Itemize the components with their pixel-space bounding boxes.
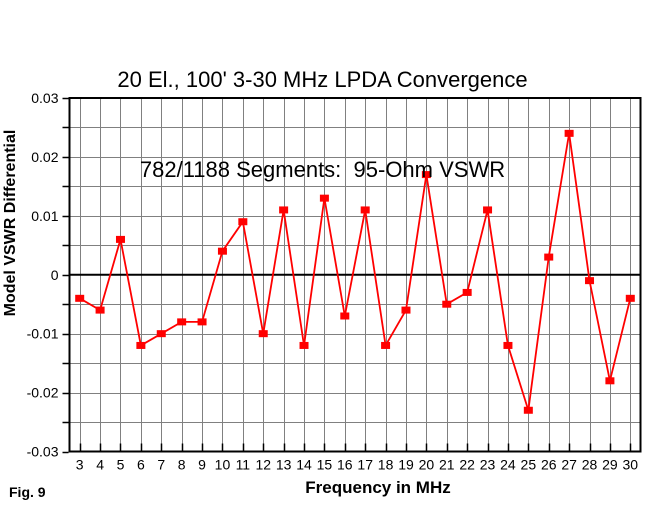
chart-title-line1: 20 El., 100' 3-30 MHz LPDA Convergence xyxy=(117,67,528,92)
x-tick-label: 10 xyxy=(215,457,231,473)
data-point-marker xyxy=(503,341,513,349)
x-tick-label: 22 xyxy=(459,457,475,473)
data-point-marker xyxy=(115,235,125,243)
data-point-marker xyxy=(156,330,166,338)
data-point-marker xyxy=(258,330,268,338)
figure-number-label: Fig. 9 xyxy=(9,484,46,500)
data-series-line xyxy=(79,133,632,411)
x-tick-label: 28 xyxy=(582,457,598,473)
y-tick-label: 0 xyxy=(51,267,59,283)
data-point-marker xyxy=(483,206,493,214)
y-axis-title: Model VSWR Differential xyxy=(2,129,19,317)
x-tick-label: 26 xyxy=(541,457,557,473)
x-tick-label: 19 xyxy=(398,457,414,473)
x-tick-label: 23 xyxy=(480,457,496,473)
x-tick-label: 4 xyxy=(96,457,104,473)
data-point-marker xyxy=(625,294,635,302)
x-tick-label: 20 xyxy=(419,457,435,473)
y-tick-label: -0.02 xyxy=(27,385,59,401)
x-tick-label: 15 xyxy=(317,457,333,473)
x-tick-label: 5 xyxy=(117,457,125,473)
x-tick-label: 25 xyxy=(521,457,537,473)
x-tick-label: 9 xyxy=(198,457,206,473)
y-tick-label: 0.01 xyxy=(31,208,58,224)
data-point-marker xyxy=(381,341,391,349)
x-tick-label: 21 xyxy=(439,457,455,473)
data-point-marker xyxy=(299,341,309,349)
y-tick-label: -0.03 xyxy=(27,444,59,460)
data-point-marker xyxy=(544,253,554,261)
data-point-marker xyxy=(605,377,615,385)
x-tick-label: 6 xyxy=(137,457,145,473)
data-point-marker xyxy=(340,312,350,320)
x-tick-label: 11 xyxy=(236,457,251,473)
x-tick-label: 12 xyxy=(255,457,271,473)
x-tick-label: 24 xyxy=(500,457,516,473)
x-tick-label: 3 xyxy=(76,457,84,473)
x-tick-label: 14 xyxy=(296,457,312,473)
chart-title-line2: 782/1188 Segments: 95-Ohm VSWR xyxy=(139,157,506,182)
y-tick-label: 0.03 xyxy=(31,90,58,106)
data-point-marker xyxy=(238,218,248,226)
x-tick-label: 18 xyxy=(378,457,394,473)
x-tick-label: 29 xyxy=(602,457,618,473)
x-axis-title: Frequency in MHz xyxy=(305,478,451,497)
data-point-marker xyxy=(442,300,452,308)
x-tick-label: 8 xyxy=(178,457,186,473)
data-point-marker xyxy=(421,171,431,179)
x-tick-label: 7 xyxy=(157,457,165,473)
data-point-marker xyxy=(217,247,227,255)
chart-title: 20 El., 100' 3-30 MHz LPDA Convergence 7… xyxy=(0,5,645,245)
data-point-marker xyxy=(360,206,370,214)
data-point-marker xyxy=(523,406,533,414)
x-tick-label: 17 xyxy=(357,457,373,473)
y-tick-label: 0.02 xyxy=(31,149,58,165)
data-point-marker xyxy=(564,129,574,137)
x-tick-label: 13 xyxy=(276,457,292,473)
data-point-marker xyxy=(136,341,146,349)
data-point-marker xyxy=(585,277,595,285)
data-point-marker xyxy=(75,294,85,302)
data-point-marker xyxy=(462,288,472,296)
x-tick-label: 30 xyxy=(623,457,639,473)
x-tick-label: 27 xyxy=(561,457,577,473)
plot-border xyxy=(68,97,642,453)
data-point-marker xyxy=(401,306,411,314)
y-tick-label: -0.01 xyxy=(27,326,59,342)
data-point-marker xyxy=(197,318,207,326)
data-point-marker xyxy=(177,318,187,326)
data-point-marker xyxy=(95,306,105,314)
data-point-marker xyxy=(279,206,289,214)
x-tick-label: 16 xyxy=(337,457,353,473)
data-point-marker xyxy=(319,194,329,202)
